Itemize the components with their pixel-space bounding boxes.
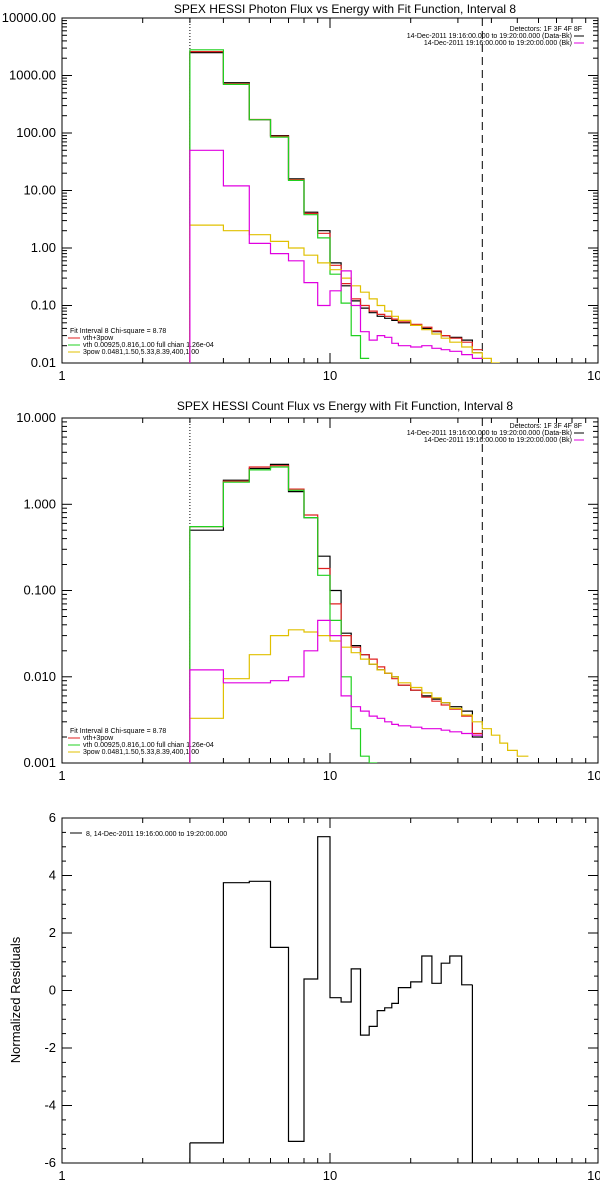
- residuals-y-tick-label: -2: [44, 1040, 56, 1055]
- photon-flux-y-tick-label: 10000.00: [2, 10, 56, 25]
- count-flux-title: SPEX HESSI Count Flux vs Energy with Fit…: [177, 399, 513, 413]
- residuals-x-tick-label: 100: [587, 1168, 600, 1183]
- photon-flux-series-3: [189, 224, 500, 363]
- residuals-y-tick-label: 6: [49, 810, 56, 825]
- photon-flux-x-tick-label: 100: [587, 368, 600, 383]
- residuals-legend: 8, 14-Dec-2011 19:16:00.000 to 19:20:00.…: [70, 831, 227, 838]
- count-flux-series-2: [189, 466, 378, 763]
- residuals-series-0: [189, 836, 473, 1144]
- residuals-y-axis-label: Normalized Residuals: [8, 936, 23, 1063]
- residuals-panel: Normalized Residuals 8, 14-Dec-2011 19:1…: [8, 810, 600, 1183]
- count-flux-legend-vth: vth 0.00925,0.816,1.00 full chian 1.26e-…: [83, 742, 214, 749]
- count-flux-x-tick-label: 10: [323, 768, 337, 783]
- count-flux-y-tick-label: 0.100: [23, 583, 56, 598]
- count-flux-legend-top-right: Detectors: 1F 3F 4F 8F 14-Dec-2011 19:16…: [407, 423, 584, 444]
- residuals-y-tick-label: 0: [49, 983, 56, 998]
- photon-flux-y-tick-label: 1.00: [31, 240, 56, 255]
- residuals-legend-label: 8, 14-Dec-2011 19:16:00.000 to 19:20:00.…: [86, 831, 227, 838]
- photon-flux-legend-3pow: 3pow 0.0481,1.50,5.33,8.39,400,1.00: [83, 349, 199, 356]
- photon-flux-series-2: [189, 49, 370, 363]
- photon-flux-legend-sum: vth+3pow: [83, 335, 114, 342]
- photon-flux-x-tick-label: 1: [58, 368, 65, 383]
- residuals-x-tick-label: 1: [58, 1168, 65, 1183]
- count-flux-legend-bk: 14-Dec-2011 19:16:00.000 to 19:20:00.000…: [424, 437, 572, 444]
- count-flux-detectors-label: Detectors: 1F 3F 4F 8F: [510, 423, 582, 430]
- count-flux-y-tick-label: 10.000: [16, 410, 56, 425]
- photon-flux-detectors-label: Detectors: 1F 3F 4F 8F: [510, 26, 582, 33]
- residuals-y-tick-label: -4: [44, 1098, 56, 1113]
- photon-flux-legend-data-bk: 14-Dec-2011 19:16:00.000 to 19:20:00.000…: [407, 33, 572, 40]
- photon-flux-y-tick-label: 0.10: [31, 298, 56, 313]
- count-flux-x-tick-label: 100: [587, 768, 600, 783]
- count-flux-x-tick-label: 1: [58, 768, 65, 783]
- count-flux-panel: SPEX HESSI Count Flux vs Energy with Fit…: [16, 399, 600, 783]
- photon-flux-y-tick-label: 1000.00: [9, 68, 56, 83]
- residuals-x-tick-label: 10: [323, 1168, 337, 1183]
- count-flux-legend-data-bk: 14-Dec-2011 19:16:00.000 to 19:20:00.000…: [407, 430, 572, 437]
- photon-flux-series-1: [189, 51, 483, 363]
- photon-flux-plot-frame: [61, 17, 599, 364]
- photon-flux-series-0: [189, 52, 483, 363]
- photon-flux-legend-bottom-left: Fit Interval 8 Chi-square = 8.78 vth+3po…: [68, 328, 214, 356]
- photon-flux-x-tick-label: 10: [323, 368, 337, 383]
- count-flux-y-tick-label: 0.010: [23, 669, 56, 684]
- count-flux-legend-3pow: 3pow 0.0481,1.50,5.33,8.39,400,1.00: [83, 749, 199, 756]
- photon-flux-series-4: [189, 149, 483, 363]
- residuals-y-tick-label: 4: [49, 868, 56, 883]
- count-flux-series-1: [189, 465, 483, 763]
- count-flux-legend-sum: vth+3pow: [83, 735, 114, 742]
- photon-flux-title: SPEX HESSI Photon Flux vs Energy with Fi…: [174, 2, 516, 16]
- photon-flux-y-tick-label: 100.00: [16, 125, 56, 140]
- photon-flux-legend-vth: vth 0.00925,0.816,1.00 full chian 1.26e-…: [83, 342, 214, 349]
- count-flux-series-4: [189, 619, 483, 763]
- residuals-y-tick-label: -6: [44, 1155, 56, 1170]
- photon-flux-fit-interval: Fit Interval 8 Chi-square = 8.78: [70, 328, 166, 335]
- count-flux-y-tick-label: 0.001: [23, 755, 56, 770]
- photon-flux-legend-top-right: Detectors: 1F 3F 4F 8F 14-Dec-2011 19:16…: [407, 26, 584, 47]
- count-flux-legend-bottom-left: Fit Interval 8 Chi-square = 8.78 vth+3po…: [68, 728, 214, 756]
- photon-flux-y-tick-label: 10.00: [23, 183, 56, 198]
- count-flux-fit-interval: Fit Interval 8 Chi-square = 8.78: [70, 728, 166, 735]
- count-flux-series-3: [189, 629, 529, 763]
- photon-flux-legend-bk: 14-Dec-2011 19:16:00.000 to 19:20:00.000…: [424, 40, 572, 47]
- count-flux-series-0: [189, 463, 483, 763]
- residuals-y-tick-label: 2: [49, 925, 56, 940]
- photon-flux-y-tick-label: 0.01: [31, 355, 56, 370]
- photon-flux-panel: SPEX HESSI Photon Flux vs Energy with Fi…: [2, 2, 600, 383]
- count-flux-y-tick-label: 1.000: [23, 496, 56, 511]
